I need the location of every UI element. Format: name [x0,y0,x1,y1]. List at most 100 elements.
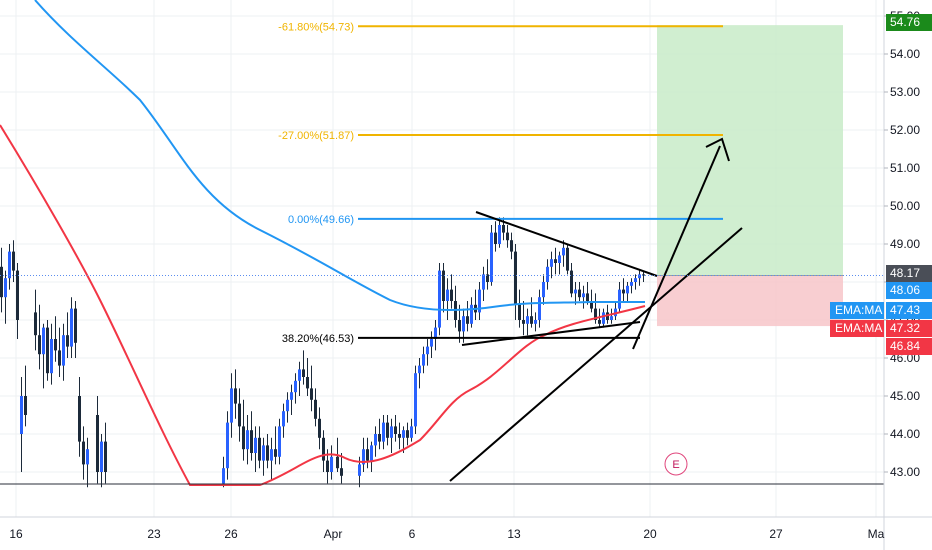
candle-body [498,225,501,244]
price-tag: 54.76 [886,14,932,31]
candle-body [86,449,89,465]
candle-body [526,316,529,324]
candle-body [258,437,261,461]
candle-body [336,456,339,469]
projection-arrow-head [705,137,730,162]
candle-body [366,449,369,461]
price-tick-label: 53.00 [890,85,920,99]
earnings-marker-label: E [672,459,679,471]
earnings-marker-circle [664,452,688,476]
candle-body [422,354,425,366]
candle-body [394,426,397,434]
candle-body [0,266,3,298]
position-zones[interactable] [657,25,843,327]
candle-body [566,247,569,271]
candle-body [534,320,537,324]
fib-level-label: 0.00%(49.66) [288,214,354,226]
price-tag: 46.84 [886,338,932,355]
candle-body [246,430,249,450]
candle-body [310,388,313,400]
candle-body [638,274,641,279]
price-tag: 48.06 [886,282,932,299]
price-tick-label: 52.00 [890,123,920,137]
candle-body [302,369,305,377]
candle-body [362,449,365,465]
time-tick-label: 16 [9,527,23,541]
candle-body [322,437,325,461]
price-tick-label: 45.00 [890,389,920,403]
candle-body [96,415,99,472]
candle-body [62,335,65,366]
candle-body [530,316,533,324]
candle-body [34,312,37,336]
candle-body [570,270,573,294]
price-tick-label: 51.00 [890,161,920,175]
candle-body [262,445,265,461]
candle-body [574,289,577,294]
candle-body [502,225,505,233]
candle-body [582,293,585,298]
candle-body [238,403,241,427]
candle-body [494,232,497,244]
candle-body [466,316,469,324]
candle-body [458,320,461,332]
candle-body [398,434,401,438]
ema-lines [0,0,646,486]
price-tick-label: 50.00 [890,199,920,213]
candle-body [274,449,277,457]
candle-body [230,388,233,423]
candle-body [314,399,317,419]
candle-body [586,293,589,301]
earnings-marker[interactable]: E [664,452,688,476]
candle-body [326,460,329,472]
candle-body [374,434,377,446]
time-tick-label: 20 [643,527,657,541]
candle-body [50,339,53,374]
candle-body [602,312,605,324]
candle-body [222,468,225,484]
time-tick-label: 26 [224,527,238,541]
candle-body [370,445,373,461]
fibonacci-levels[interactable]: -61.80%(54.73) -27.00%(51.87) 0.00%(49.66)… [278,21,723,345]
trendline-drawings[interactable] [449,137,743,482]
candle-body [594,308,597,320]
candle-body [410,426,413,438]
fib-level-label: -61.80%(54.73) [278,21,354,33]
candle-body [406,430,409,438]
candle-body [270,449,273,461]
candle-body [290,392,293,400]
ema-indicator-label: EMA:MA [830,320,884,337]
candle-body [442,270,445,301]
fib-level-label: -27.00%(51.87) [278,130,354,142]
candle-body [100,441,103,472]
candle-body [104,441,107,472]
candle-body [642,274,645,276]
candle-body [598,320,601,324]
candle-body [390,426,393,438]
candle-body [490,232,493,282]
candle-body [250,430,253,453]
candle-body [622,289,625,294]
candle-body [510,240,513,252]
candle-body [78,396,81,442]
candle-body [286,399,289,412]
candle-body [20,396,23,434]
candle-body [54,339,57,351]
candle-body [518,304,521,320]
ema-red-line [0,124,646,486]
candle-body [24,396,27,415]
price-tag: 47.32 [886,320,932,337]
candle-body [38,335,41,355]
candle-body [538,297,541,320]
candle-body [418,365,421,374]
candle-body [558,255,561,263]
candle-body [550,259,553,267]
candle-body [522,320,525,324]
candle-body [618,289,621,309]
price-tag: 48.17 [886,265,932,282]
candle-body [282,411,285,427]
candle-body [378,434,381,442]
candle-body [16,270,19,320]
grid [0,0,884,517]
